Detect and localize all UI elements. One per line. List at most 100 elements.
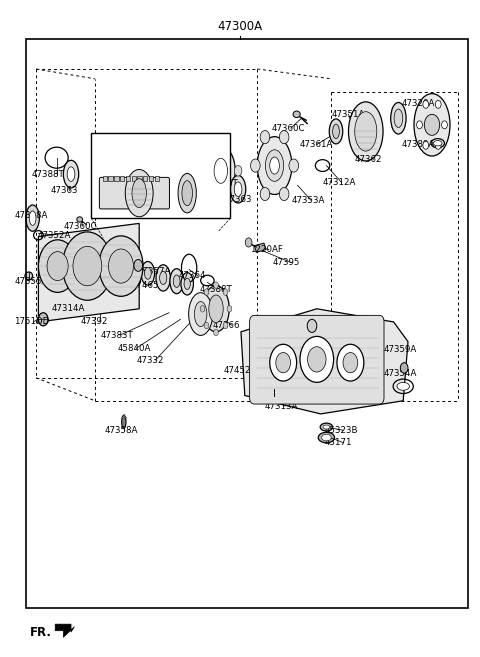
Text: 47351A: 47351A (331, 110, 365, 119)
Bar (103, 176, 107, 181)
Circle shape (204, 322, 209, 328)
Circle shape (227, 306, 232, 312)
Ellipse shape (67, 167, 75, 181)
Text: 47358A: 47358A (105, 426, 138, 435)
Text: 47366: 47366 (213, 321, 240, 330)
Ellipse shape (25, 272, 33, 280)
Ellipse shape (257, 137, 292, 194)
Text: FR.: FR. (30, 625, 52, 639)
Bar (108, 176, 113, 181)
Bar (120, 176, 124, 181)
Ellipse shape (230, 175, 246, 203)
Ellipse shape (159, 271, 167, 284)
Text: 47320A: 47320A (401, 99, 435, 108)
Ellipse shape (63, 160, 79, 188)
Bar (137, 176, 142, 181)
Text: 47452: 47452 (224, 366, 251, 375)
Circle shape (343, 353, 358, 373)
Bar (26, 39, 468, 608)
Circle shape (203, 183, 211, 193)
Circle shape (234, 166, 242, 176)
Text: 47388T: 47388T (199, 284, 232, 294)
Bar (149, 176, 153, 181)
Ellipse shape (348, 102, 383, 161)
Circle shape (276, 353, 290, 373)
Text: 47392: 47392 (81, 317, 108, 327)
Circle shape (214, 329, 218, 336)
Text: 45840A: 45840A (117, 344, 151, 353)
Text: 47300A: 47300A (217, 20, 263, 33)
Bar (126, 176, 130, 181)
Circle shape (424, 114, 440, 135)
Ellipse shape (26, 205, 39, 231)
Circle shape (214, 282, 218, 288)
Ellipse shape (265, 150, 284, 181)
Circle shape (279, 131, 289, 144)
Text: 47360C: 47360C (63, 221, 97, 231)
Bar (91, 133, 230, 218)
Ellipse shape (125, 170, 153, 217)
Text: 47364: 47364 (179, 271, 206, 281)
Ellipse shape (156, 265, 170, 291)
Circle shape (200, 306, 205, 312)
Circle shape (223, 289, 228, 296)
Ellipse shape (293, 111, 300, 118)
Circle shape (99, 236, 143, 296)
Text: 47360C: 47360C (271, 124, 305, 133)
Circle shape (134, 260, 143, 271)
Ellipse shape (132, 179, 146, 208)
Ellipse shape (329, 119, 343, 144)
Ellipse shape (122, 415, 126, 428)
Ellipse shape (209, 295, 223, 323)
Ellipse shape (194, 302, 207, 327)
Bar (114, 176, 119, 181)
Text: 47383T: 47383T (101, 330, 133, 340)
Ellipse shape (394, 109, 403, 127)
Ellipse shape (77, 217, 83, 222)
Ellipse shape (182, 181, 192, 206)
Circle shape (223, 322, 228, 328)
Ellipse shape (170, 269, 183, 294)
Ellipse shape (391, 102, 406, 134)
Text: 47308B: 47308B (142, 165, 175, 174)
Text: 47386T: 47386T (205, 179, 238, 189)
Ellipse shape (397, 382, 409, 390)
Ellipse shape (270, 157, 279, 174)
FancyBboxPatch shape (99, 177, 169, 209)
Ellipse shape (141, 261, 155, 285)
Text: 47388T: 47388T (31, 170, 64, 179)
Circle shape (260, 131, 270, 144)
Circle shape (289, 159, 299, 172)
FancyBboxPatch shape (250, 315, 384, 404)
Ellipse shape (322, 434, 331, 441)
Circle shape (279, 187, 289, 200)
Circle shape (108, 249, 133, 283)
Circle shape (300, 336, 334, 382)
Ellipse shape (318, 432, 335, 443)
Ellipse shape (214, 158, 228, 183)
Ellipse shape (178, 173, 196, 213)
Text: 47357A: 47357A (137, 267, 171, 277)
Text: 47353A: 47353A (292, 196, 325, 205)
Text: 47312A: 47312A (323, 178, 356, 187)
Text: 47318A: 47318A (14, 211, 48, 220)
Circle shape (270, 344, 297, 381)
Text: 47349A: 47349A (309, 336, 342, 345)
Circle shape (423, 101, 429, 108)
Text: 47362: 47362 (354, 155, 382, 164)
Text: 47355A: 47355A (14, 277, 48, 286)
Text: 1751DD: 1751DD (14, 317, 49, 327)
Text: 47361A: 47361A (300, 140, 333, 149)
Bar (132, 176, 136, 181)
Polygon shape (254, 243, 266, 252)
Circle shape (38, 240, 77, 292)
Text: 1220AF: 1220AF (250, 245, 282, 254)
Circle shape (62, 232, 112, 300)
Text: 47363: 47363 (225, 195, 252, 204)
Circle shape (417, 121, 422, 129)
Ellipse shape (333, 124, 339, 139)
Text: 45323B: 45323B (324, 426, 358, 435)
Ellipse shape (206, 147, 235, 196)
Text: 47465: 47465 (132, 281, 159, 290)
Circle shape (308, 347, 326, 372)
